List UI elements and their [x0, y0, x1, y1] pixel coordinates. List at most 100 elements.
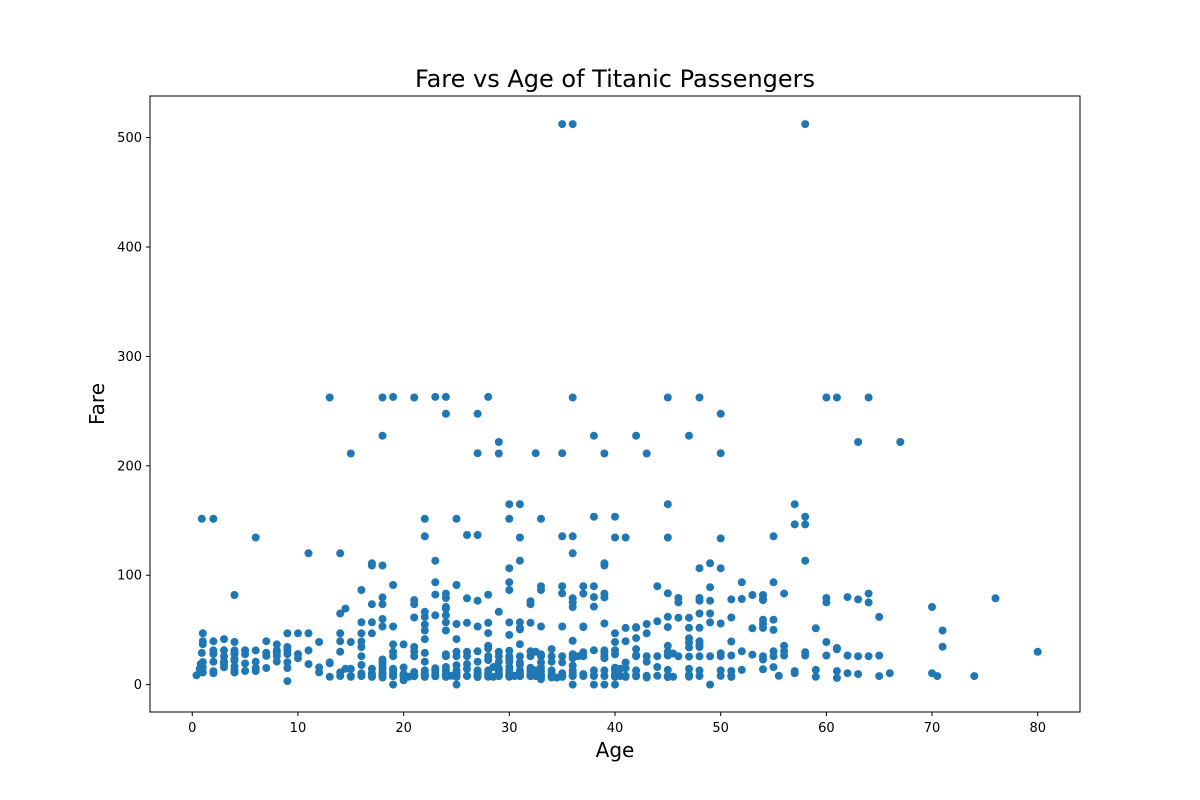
data-point: [547, 657, 556, 666]
data-point: [367, 600, 376, 609]
data-point: [864, 393, 873, 402]
data-point: [272, 640, 281, 649]
data-point: [346, 671, 355, 680]
data-point: [716, 564, 725, 573]
data-point: [198, 637, 207, 646]
data-point: [748, 624, 757, 633]
data-point: [663, 612, 672, 621]
data-point: [420, 626, 429, 635]
y-tick-label: 300: [117, 350, 142, 365]
data-point: [716, 671, 725, 680]
data-point: [589, 646, 598, 655]
data-point: [389, 622, 398, 631]
data-point: [494, 647, 503, 656]
data-point: [769, 615, 778, 624]
data-point: [674, 594, 683, 602]
data-point: [304, 660, 313, 669]
data-point: [420, 620, 429, 629]
data-point: [769, 578, 778, 587]
data-point: [526, 618, 535, 627]
data-point: [568, 120, 577, 129]
data-point: [558, 532, 567, 541]
data-point: [685, 670, 693, 679]
data-point: [209, 667, 218, 676]
data-point: [441, 663, 450, 671]
data-point: [801, 520, 810, 529]
data-point: [378, 622, 387, 631]
data-point: [558, 658, 567, 667]
data-point: [685, 613, 693, 622]
data-point: [251, 646, 260, 655]
data-point: [452, 680, 461, 689]
data-point: [685, 431, 693, 440]
data-point: [547, 645, 556, 654]
data-point: [695, 594, 704, 602]
data-point: [706, 618, 715, 627]
data-point: [822, 594, 831, 602]
data-point: [463, 660, 471, 669]
data-point: [262, 637, 271, 646]
data-point: [854, 670, 863, 679]
data-point: [568, 661, 577, 670]
data-point: [769, 647, 778, 656]
x-tick-label: 10: [290, 721, 307, 736]
data-point: [632, 634, 641, 643]
data-point: [441, 650, 450, 659]
data-point: [473, 666, 482, 675]
data-point: [737, 595, 746, 603]
data-point: [515, 618, 524, 627]
data-point: [589, 582, 598, 591]
data-point: [621, 637, 630, 646]
data-point: [241, 659, 250, 668]
data-point: [547, 652, 556, 661]
x-axis-label: Age: [596, 738, 635, 762]
data-point: [484, 590, 493, 599]
data-point: [441, 603, 450, 611]
data-point: [515, 533, 524, 542]
data-point: [737, 665, 746, 674]
data-point: [484, 629, 493, 638]
data-point: [579, 589, 588, 598]
data-point: [378, 561, 387, 570]
data-point: [515, 640, 524, 649]
data-point: [389, 581, 398, 589]
data-point: [769, 663, 778, 672]
data-point: [209, 637, 218, 646]
data-point: [875, 612, 884, 621]
data-point: [589, 512, 598, 521]
data-point: [695, 666, 704, 675]
data-point: [568, 636, 577, 645]
data-point: [473, 531, 482, 539]
data-point: [336, 629, 345, 638]
data-point: [790, 500, 799, 509]
data-point: [642, 620, 651, 628]
data-point: [441, 611, 450, 620]
data-point: [410, 668, 419, 677]
data-point: [494, 657, 503, 666]
data-point: [632, 651, 641, 660]
data-point: [410, 613, 419, 622]
data-point: [251, 533, 260, 542]
data-point: [526, 597, 535, 606]
data-point: [653, 652, 662, 661]
data-point: [642, 449, 651, 458]
data-point: [621, 623, 630, 632]
data-point: [843, 651, 852, 660]
data-point: [727, 595, 736, 604]
data-point: [346, 449, 355, 458]
data-point: [484, 652, 493, 661]
data-point: [389, 680, 398, 689]
data-point: [547, 666, 556, 675]
data-point: [759, 665, 767, 674]
data-point: [251, 664, 260, 672]
data-point: [463, 594, 471, 603]
data-point: [389, 647, 398, 656]
data-point: [653, 617, 662, 626]
data-point: [399, 663, 408, 672]
data-point: [780, 589, 789, 598]
x-tick-label: 0: [188, 721, 196, 736]
data-point: [241, 646, 250, 655]
data-point: [600, 680, 609, 689]
data-point: [389, 392, 398, 401]
data-point: [473, 596, 482, 605]
